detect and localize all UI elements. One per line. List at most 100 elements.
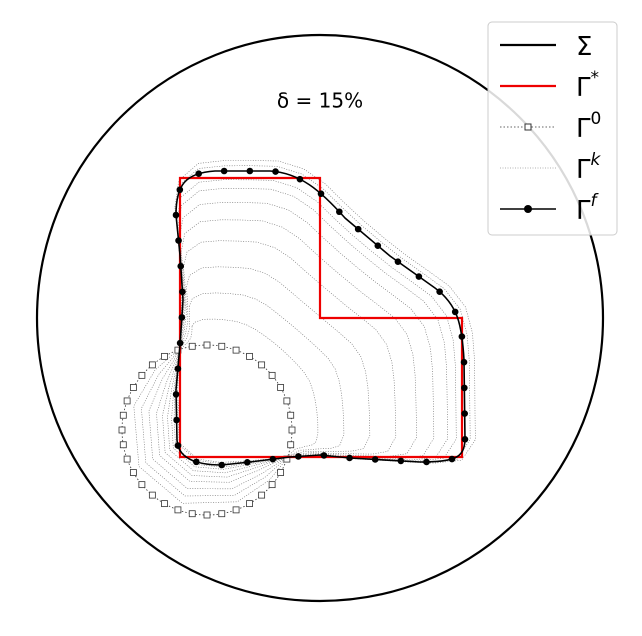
- gamma-f-marker: [173, 416, 180, 424]
- legend-label-base: Γ: [576, 155, 591, 185]
- legend-label-sup: k: [591, 150, 602, 170]
- gamma-f-marker: [269, 455, 277, 463]
- gamma-0-marker: [119, 441, 127, 449]
- legend-label-base: Σ: [576, 32, 592, 62]
- gamma-0-marker: [218, 342, 226, 350]
- gamma-f-marker: [174, 365, 182, 372]
- gamma-0-marker: [138, 481, 146, 489]
- gamma-0-marker: [277, 469, 285, 476]
- gamma-k-curve: [162, 219, 417, 478]
- gamma-0-marker: [218, 510, 226, 518]
- gamma-f-marker: [320, 452, 328, 459]
- gamma-f-marker: [371, 456, 379, 463]
- gamma-k-curve: [133, 318, 319, 504]
- gamma-f-marker: [179, 288, 186, 296]
- gamma-f-marker: [346, 454, 353, 462]
- gamma-f-marker: [218, 461, 226, 469]
- gamma-f-marker: [246, 167, 254, 175]
- gamma-0-marker: [232, 346, 240, 354]
- gamma-0-marker: [161, 352, 168, 360]
- gamma-k-curves: [133, 160, 476, 504]
- gamma-f-marker: [195, 170, 202, 177]
- gamma-f-marker: [458, 333, 466, 340]
- gamma-0-marker: [232, 506, 240, 514]
- gamma-f-marker: [174, 442, 182, 449]
- gamma-k-curve: [173, 179, 457, 468]
- gamma-0-marker: [119, 411, 127, 419]
- gamma-0-curve: [121, 344, 293, 516]
- legend-label-base: Γ: [576, 73, 591, 103]
- gamma-0-marker: [258, 491, 266, 499]
- gamma-f-marker: [397, 457, 405, 465]
- gamma-0-marker: [287, 411, 295, 419]
- gamma-f-marker: [423, 458, 430, 466]
- gamma-f-marker: [193, 458, 200, 466]
- gamma-0-marker: [148, 361, 156, 369]
- gamma-0-marker: [277, 384, 285, 391]
- gamma-f-marker: [172, 211, 180, 219]
- gamma-f-marker: [394, 258, 402, 265]
- gamma-star-shape: [178, 176, 464, 459]
- gamma-f-marker: [374, 242, 382, 250]
- gamma-0-marker: [268, 481, 276, 489]
- gamma-0-markers: [118, 341, 296, 519]
- legend-label: Γf: [576, 191, 600, 226]
- gamma-0-marker: [129, 469, 137, 476]
- gamma-0-marker: [174, 506, 182, 514]
- gamma-f-marker: [451, 308, 459, 316]
- legend-label-sup: *: [591, 68, 600, 88]
- gamma-f-markers: [172, 167, 469, 469]
- gamma-k-curve: [156, 240, 397, 483]
- gamma-f-marker: [176, 339, 184, 347]
- gamma-f-marker: [461, 384, 468, 392]
- legend-label-sup: f: [591, 191, 600, 211]
- gamma-f-marker: [172, 391, 180, 398]
- gamma-0-marker: [203, 341, 211, 349]
- gamma-k-curve: [174, 160, 476, 464]
- gamma-0-marker: [283, 397, 291, 405]
- gamma-0-marker: [161, 500, 168, 508]
- gamma-f-marker: [220, 167, 228, 175]
- gamma-0-marker: [246, 352, 253, 360]
- legend-label: Γ0: [576, 109, 601, 144]
- gamma-0-marker: [148, 491, 156, 499]
- legend-label-base: Γ: [576, 114, 591, 144]
- gamma-f-marker: [461, 410, 468, 417]
- gamma-0-marker: [129, 384, 137, 391]
- gamma-0-marker: [288, 426, 296, 434]
- gamma-0-marker: [246, 500, 253, 508]
- gamma-f-marker: [243, 458, 251, 466]
- legend-label: Γ*: [576, 68, 599, 103]
- gamma-f-marker: [461, 435, 469, 443]
- gamma-0-marker: [203, 511, 211, 519]
- gamma-k-curve: [175, 165, 471, 465]
- gamma-f-marker: [354, 225, 362, 233]
- legend-box: [487, 21, 618, 236]
- legend-marker: [524, 205, 532, 213]
- gamma-f-marker: [415, 273, 423, 280]
- gamma-f-marker: [175, 237, 182, 244]
- gamma-0-marker: [123, 455, 131, 463]
- gamma-k-curve: [171, 188, 449, 470]
- gamma-f-marker: [178, 314, 186, 321]
- gamma-f-marker: [296, 175, 304, 183]
- gamma-0-marker: [138, 371, 146, 379]
- gamma-0-marker: [287, 441, 295, 449]
- legend-label-base: Γ: [576, 196, 591, 226]
- annotation: δ = 15%: [277, 89, 363, 113]
- gamma-0-marker: [188, 342, 196, 350]
- gamma-f-marker: [176, 186, 184, 194]
- legend-label: Σ: [576, 32, 592, 62]
- gamma-0-marker: [188, 510, 196, 518]
- gamma-0-marker: [123, 397, 131, 405]
- sigma-circle: [35, 33, 605, 603]
- legend-label: Γk: [576, 150, 602, 185]
- gamma-f-marker: [436, 288, 443, 295]
- gamma-f-marker: [295, 453, 302, 460]
- gamma-0-marker: [268, 371, 276, 379]
- gamma-0-marker: [118, 426, 126, 434]
- gamma-f-marker: [448, 455, 456, 463]
- gamma-0-marker: [258, 361, 266, 369]
